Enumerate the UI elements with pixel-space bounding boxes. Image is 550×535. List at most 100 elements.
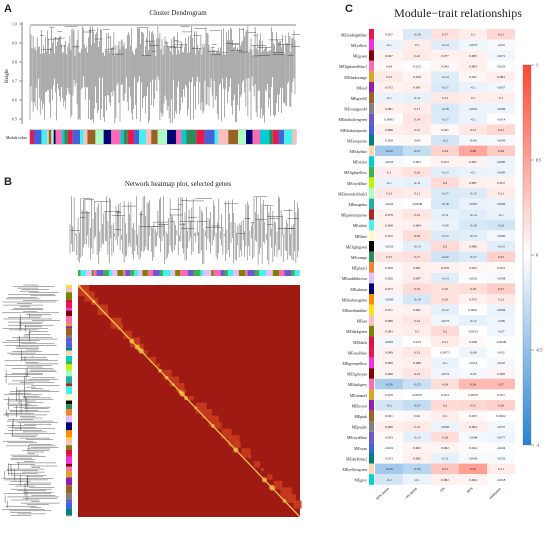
module-color-swatch <box>369 241 374 252</box>
module-color-swatch <box>369 113 374 125</box>
top-color-cell <box>238 270 246 276</box>
correlation-cell <box>431 325 459 337</box>
module-color-swatch <box>369 135 374 146</box>
heatmap-hotspot <box>172 383 175 387</box>
correlation-cell <box>403 230 431 241</box>
module-name-label: MElightcyan <box>347 373 367 377</box>
left-color-cell <box>66 328 72 336</box>
module-color-cell <box>67 130 73 144</box>
correlation-cell <box>487 124 515 135</box>
correlation-cell <box>375 431 403 443</box>
correlation-value: 0.18 <box>414 234 420 238</box>
correlation-value: 0.096 <box>385 425 393 429</box>
heatmap-hotspot <box>233 447 239 453</box>
module-name-label: MEdarkorange <box>344 76 367 80</box>
module-color-swatch <box>369 421 374 432</box>
module-color-cell <box>103 130 112 144</box>
correlation-cell <box>375 272 403 284</box>
correlation-value: 0.071 <box>385 308 393 312</box>
module-color-swatch <box>369 368 374 379</box>
correlation-value: 0.12 <box>386 192 392 196</box>
correlation-value: 0.19 <box>414 287 420 291</box>
module-color-swatch <box>369 378 374 390</box>
correlation-cell <box>375 294 403 305</box>
left-color-cell <box>66 454 72 457</box>
correlation-cell <box>403 442 431 453</box>
correlation-value: 0.18 <box>442 435 448 439</box>
left-color-cell <box>66 508 72 516</box>
module-color-cell <box>33 130 42 144</box>
correlation-value: 0.021 <box>385 414 393 418</box>
correlation-cell <box>487 71 515 82</box>
correlation-cell <box>375 113 403 125</box>
correlation-cell <box>403 60 431 72</box>
heatmap-hotspot <box>211 424 215 428</box>
module-color-swatch <box>369 453 374 464</box>
left-color-cell <box>66 415 72 423</box>
correlation-cell <box>459 304 487 316</box>
correlation-value: -0.39 <box>385 382 392 386</box>
correlation-value: 0.087 <box>469 181 477 185</box>
correlation-value: -0.14 <box>441 43 448 47</box>
correlation-value: 0.04 <box>386 64 392 68</box>
scale-tick-label: 1 <box>536 63 538 68</box>
module-color-swatch <box>369 347 374 358</box>
correlation-value: 0.12 <box>414 128 420 132</box>
correlation-cell <box>459 294 487 305</box>
correlation-value: -0.07 <box>497 329 504 333</box>
correlation-cell <box>375 50 403 61</box>
module-color-cell <box>55 130 62 144</box>
correlation-cell <box>459 315 487 326</box>
module-name-label: MEdarkturquoise <box>340 129 367 133</box>
top-color-cell <box>193 270 201 276</box>
y-tick-label: 0.9 <box>12 41 17 46</box>
left-color-cell <box>66 386 72 395</box>
module-name-label: MElightsteelblue1 <box>339 65 367 69</box>
correlation-value: -0.27 <box>413 404 420 408</box>
module-color-swatch <box>369 124 374 135</box>
trait-label: resistance <box>488 486 502 500</box>
correlation-cell <box>431 410 459 422</box>
heatmap-module-block <box>267 474 273 480</box>
correlation-value: -0.091 <box>469 107 478 111</box>
module-color-swatch <box>369 400 374 411</box>
correlation-cell <box>487 177 515 188</box>
correlation-cell <box>487 283 515 294</box>
module-color-swatch <box>369 336 374 347</box>
module-name-label: MEmagenta <box>348 203 367 207</box>
module-color-cell <box>283 130 293 144</box>
module-color-cell <box>123 130 128 144</box>
heatmap-module-block <box>247 454 252 459</box>
top-color-cell <box>291 270 295 276</box>
y-tick-label: 0.5 <box>12 117 17 122</box>
module-color-cell <box>176 130 182 144</box>
correlation-cell <box>487 209 515 220</box>
correlation-cell <box>431 113 459 125</box>
correlation-value: -0.023 <box>497 64 506 68</box>
correlation-value: -0.094 <box>497 308 506 312</box>
top-color-cell <box>80 270 87 276</box>
heatmap-module-block <box>97 304 108 315</box>
correlation-value: 0.012 <box>413 64 421 68</box>
correlation-cell <box>375 347 403 358</box>
correlation-cell <box>459 336 487 347</box>
heatmap-module-block <box>130 337 141 348</box>
correlation-value: -0.1 <box>442 361 448 365</box>
module-color-cell <box>252 130 260 144</box>
correlation-value: 0.11 <box>498 192 504 196</box>
panel-c-letter: C <box>345 3 353 15</box>
correlation-cell <box>431 92 459 104</box>
correlation-cell <box>375 421 403 432</box>
correlation-cell <box>487 39 515 51</box>
correlation-cell <box>431 39 459 51</box>
correlation-value: 0.028 <box>385 139 393 143</box>
correlation-cell <box>375 442 403 453</box>
correlation-cell <box>375 262 403 273</box>
module-name-label: MEblack <box>353 341 367 345</box>
left-color-cell <box>66 335 72 338</box>
correlation-value: 0.13 <box>414 351 420 355</box>
correlation-value: 0.038 <box>469 340 477 344</box>
left-color-cell <box>66 350 72 356</box>
correlation-cell <box>459 177 487 188</box>
left-color-cell <box>66 500 72 503</box>
